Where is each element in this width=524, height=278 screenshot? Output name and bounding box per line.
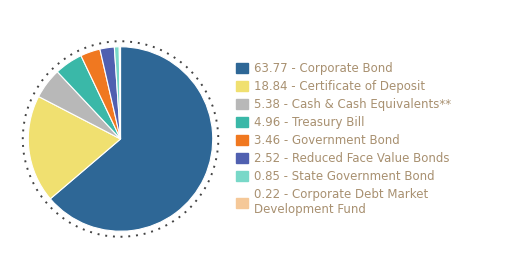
Wedge shape bbox=[114, 47, 121, 139]
Wedge shape bbox=[50, 47, 213, 231]
Wedge shape bbox=[81, 49, 121, 139]
Wedge shape bbox=[57, 56, 121, 139]
Wedge shape bbox=[39, 72, 121, 139]
Wedge shape bbox=[28, 96, 121, 199]
Legend: 63.77 - Corporate Bond, 18.84 - Certificate of Deposit, 5.38 - Cash & Cash Equiv: 63.77 - Corporate Bond, 18.84 - Certific… bbox=[236, 62, 451, 216]
Wedge shape bbox=[100, 47, 121, 139]
Wedge shape bbox=[119, 47, 121, 139]
